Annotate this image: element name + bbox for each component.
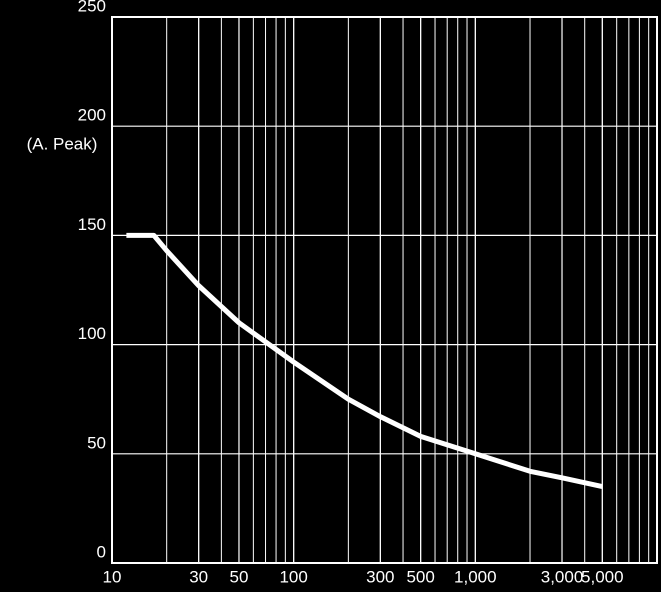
y-tick-label: 50: [87, 433, 106, 452]
y-tick-label: 0: [97, 542, 106, 561]
y-tick-label: 150: [78, 215, 106, 234]
plot-frame: [111, 16, 658, 564]
x-tick-label: 10: [103, 567, 122, 586]
x-tick-label: 500: [406, 567, 434, 586]
y-axis-label: (A. Peak): [27, 134, 98, 153]
x-tick-label: 300: [366, 567, 394, 586]
x-tick-label: 3,000: [541, 567, 584, 586]
x-tick-label: 1,000: [454, 567, 497, 586]
x-tick-label: 30: [189, 567, 208, 586]
y-tick-label: 200: [78, 106, 106, 125]
x-tick-label: 100: [279, 567, 307, 586]
y-tick-label: 250: [78, 0, 106, 15]
x-tick-label: 5,000: [581, 567, 624, 586]
x-tick-label: 50: [230, 567, 249, 586]
y-tick-label: 100: [78, 324, 106, 343]
data-line: [126, 232, 603, 490]
